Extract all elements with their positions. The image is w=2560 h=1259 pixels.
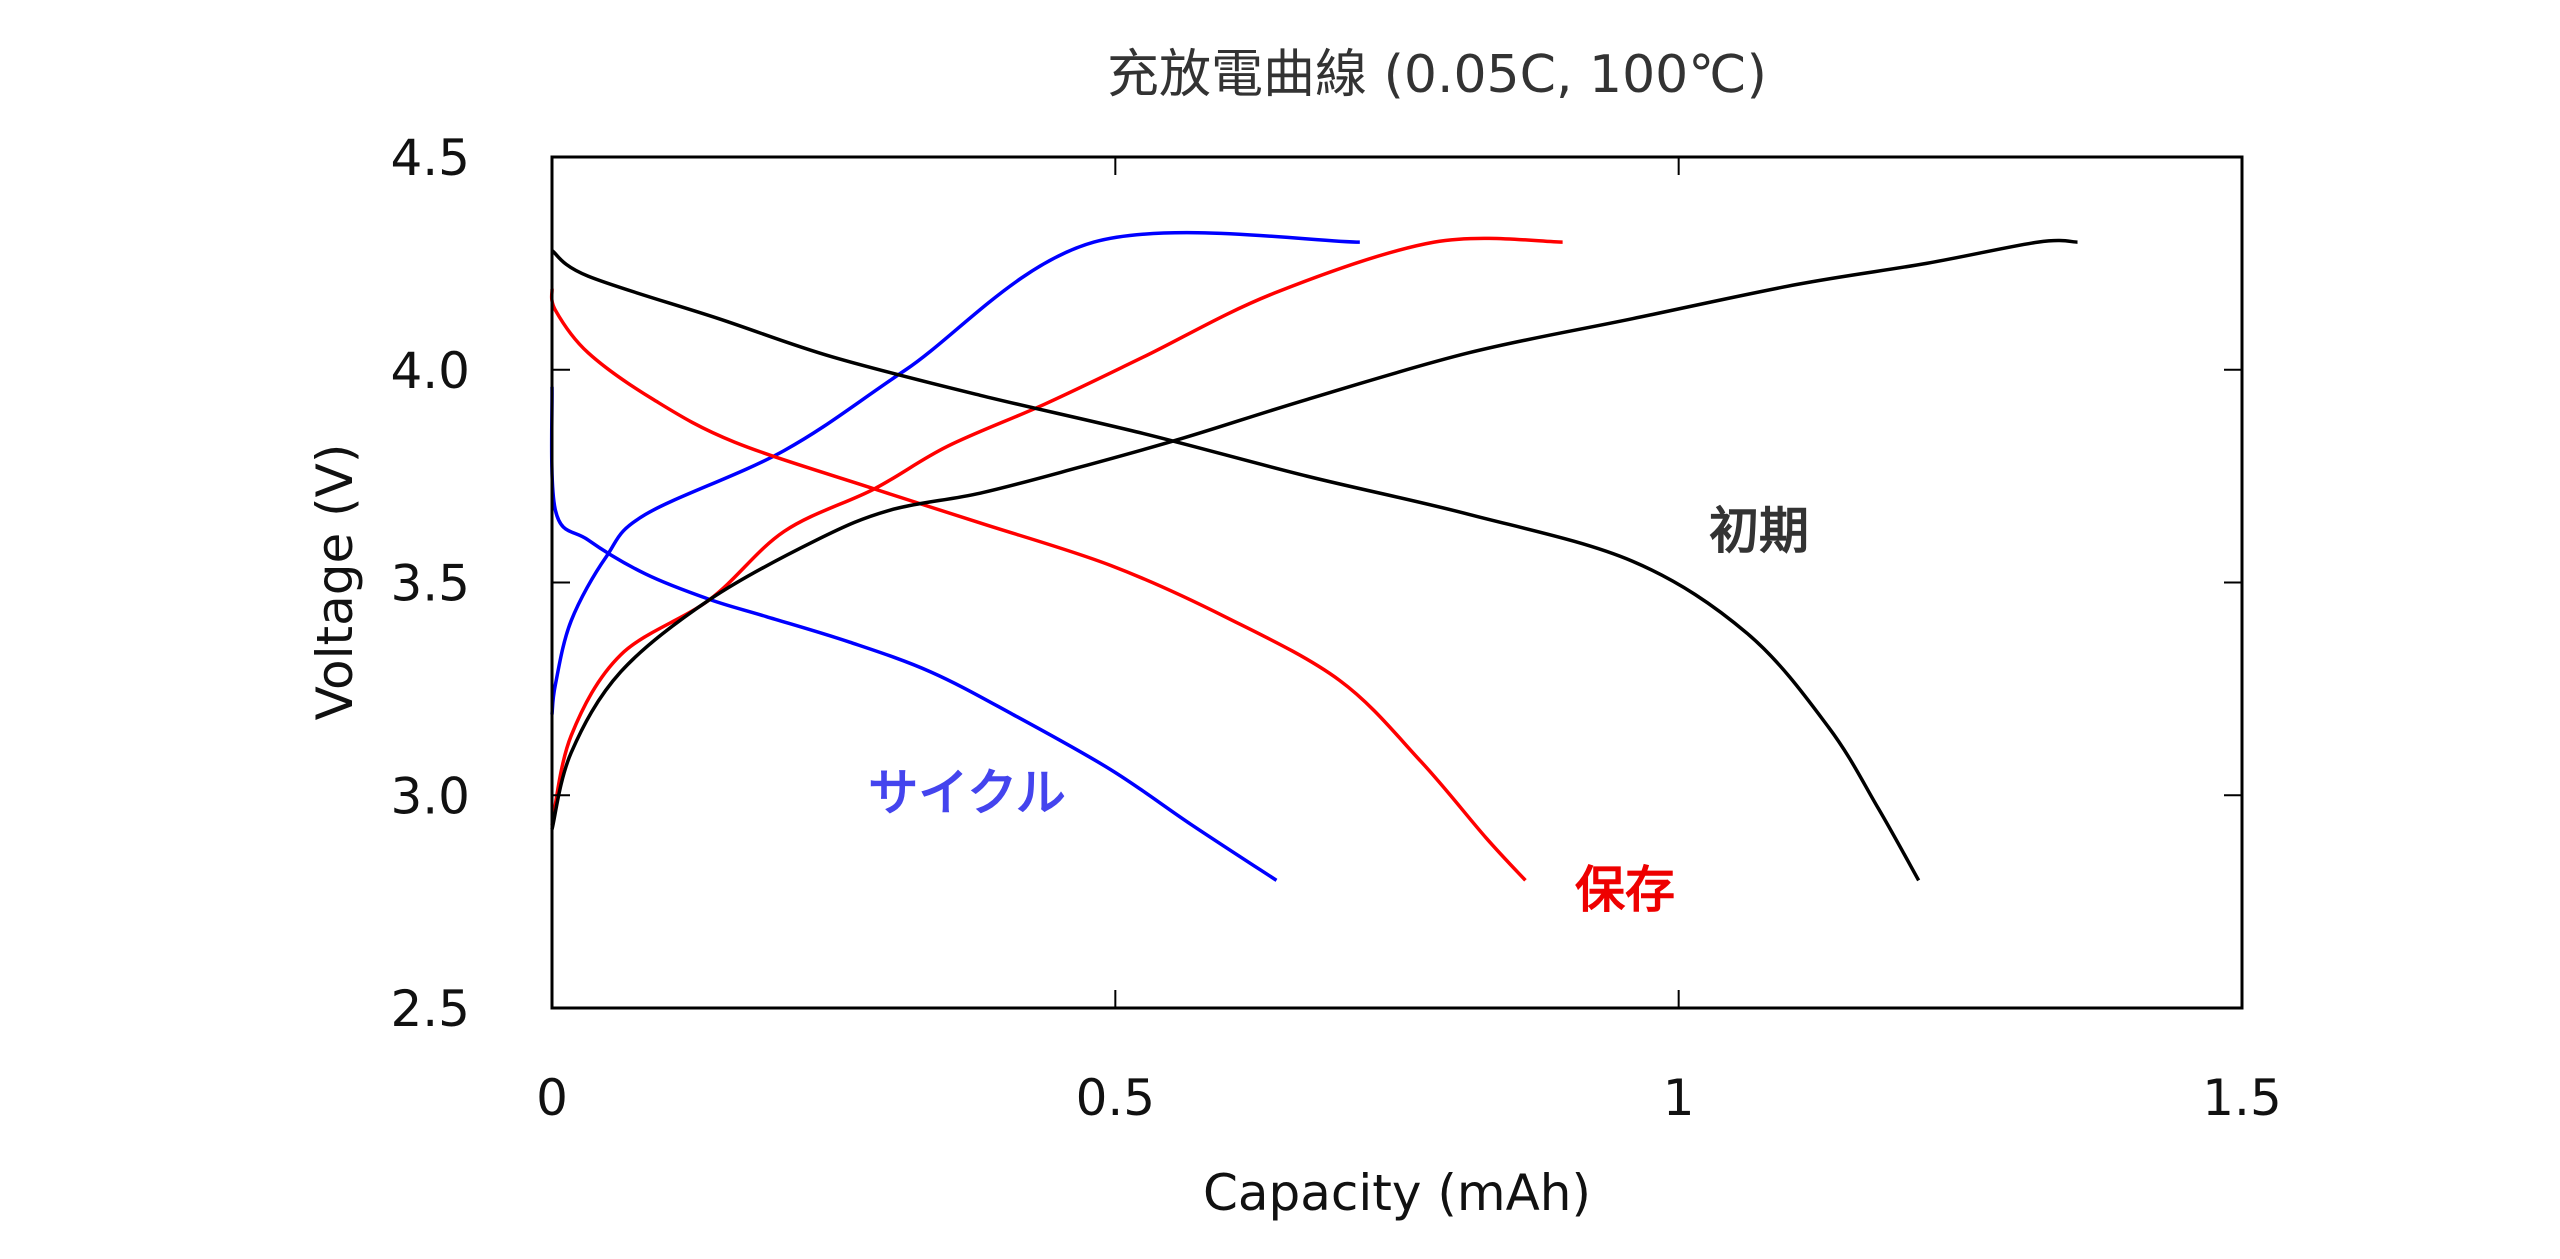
series-lines bbox=[549, 230, 2078, 882]
series-line-charge bbox=[550, 238, 2078, 830]
chart-title: 充放電曲線 (0.05C, 100℃) bbox=[1107, 45, 1767, 105]
y-tick-label: 4.0 bbox=[390, 342, 470, 400]
y-tick-label: 4.5 bbox=[390, 129, 470, 187]
plot-frame bbox=[550, 155, 2244, 1010]
series-line-charge bbox=[550, 230, 1360, 715]
series-label-cycle: サイクル bbox=[868, 764, 1066, 822]
x-tick-label: 0 bbox=[536, 1069, 568, 1127]
x-tick-label: 0.5 bbox=[1076, 1069, 1156, 1127]
series-line-discharge bbox=[549, 386, 1278, 882]
y-axis-label: Voltage (V) bbox=[306, 444, 364, 721]
series-line-discharge bbox=[549, 288, 1527, 882]
x-axis-label: Capacity (mAh) bbox=[1203, 1164, 1591, 1222]
series-label-storage: 保存 bbox=[1575, 861, 1675, 919]
y-tick-label: 2.5 bbox=[390, 980, 470, 1038]
series-line-discharge bbox=[550, 249, 1921, 882]
series-line-charge bbox=[550, 236, 1563, 826]
series-label-initial: 初期 bbox=[1709, 502, 1809, 560]
y-tick-label: 3.0 bbox=[390, 767, 470, 825]
axis-ticks: 0 0.5 1 1.5 2.5 3.0 3.5 4.0 4.5 bbox=[390, 129, 2281, 1127]
x-tick-label: 1 bbox=[1663, 1069, 1695, 1127]
y-tick-label: 3.5 bbox=[390, 555, 470, 613]
x-tick-label: 1.5 bbox=[2202, 1069, 2282, 1127]
